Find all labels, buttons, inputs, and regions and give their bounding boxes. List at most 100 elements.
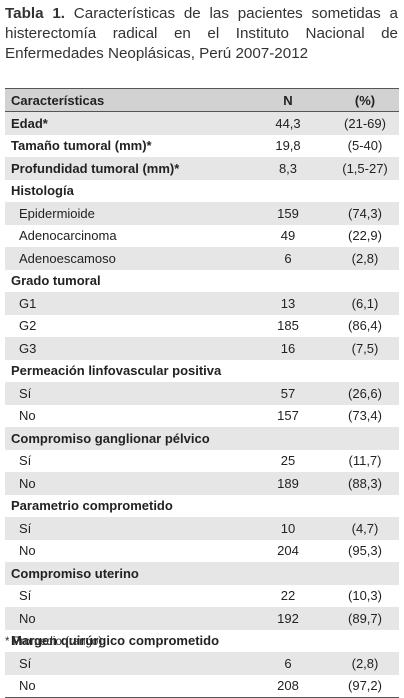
table-cell: Parametrio comprometido: [11, 498, 173, 514]
table-cell: [331, 427, 399, 450]
table-cell: 6: [245, 652, 331, 675]
table-cell: Compromiso uterino: [5, 562, 245, 585]
table-row: Sí 57 (26,6): [5, 382, 399, 405]
table-cell: Compromiso ganglionar pélvico: [5, 427, 245, 450]
table-cell: [331, 630, 399, 653]
table-cell: [245, 270, 331, 293]
table-row: Compromiso ganglionar pélvico: [5, 427, 399, 450]
header-cell: N: [245, 88, 331, 112]
table-cell: 16: [245, 337, 331, 360]
table-row: Adenoescamoso 6 (2,8): [5, 247, 399, 270]
table-cell: [331, 270, 399, 293]
table-cell: 13: [245, 292, 331, 315]
table-cell: Tamaño tumoral (mm)*: [11, 138, 152, 154]
table-cell: Sí: [5, 382, 245, 405]
table-cell: 6: [245, 247, 331, 270]
table-cell: [245, 562, 331, 585]
table-cell: Permeación linfovascular positiva: [11, 363, 222, 379]
table-cell: (1,5-27): [331, 157, 399, 180]
table-cell: (4,7): [331, 517, 399, 540]
table-cell: 185: [277, 318, 299, 334]
table-cell: 159: [245, 202, 331, 225]
header-cell: (%): [331, 88, 399, 112]
header-cell: Características: [5, 88, 245, 112]
table-cell: 8,3: [245, 157, 331, 180]
table-cell: [245, 495, 331, 518]
table: Características N (%) Edad* 44,3 (21-69) Ta…: [5, 88, 399, 698]
table-cell: G1: [5, 292, 245, 315]
table-cell: [245, 360, 331, 383]
table-row: Epidermioide 159 (74,3): [5, 202, 399, 225]
table-cell: (89,7): [331, 607, 399, 630]
table-cell: 25: [280, 453, 296, 469]
table-cell: G2: [19, 318, 37, 334]
table-cell: No: [5, 674, 245, 698]
caption: Tabla 1. Características de las paciente…: [5, 4, 398, 64]
table-cell: (26,6): [331, 382, 399, 405]
table-row: G3 16 (7,5): [5, 337, 399, 360]
table-row: Sí 6 (2,8): [5, 652, 399, 675]
table-row: Edad* 44,3 (21-69): [5, 111, 399, 135]
table-row: Margen quirúrgico comprometido: [5, 630, 399, 653]
table-cell: [331, 180, 399, 203]
table-cell: 44,3: [245, 111, 331, 135]
table-cell: Adenoescamoso: [5, 247, 245, 270]
table-cell: 19,8: [275, 138, 301, 154]
table-row: Profundidad tumoral (mm)* 8,3 (1,5-27): [5, 157, 399, 180]
table-cell: (21-69): [331, 111, 399, 135]
table-cell: 57: [245, 382, 331, 405]
table-cell: (5-40): [347, 138, 383, 154]
table-row: Sí 10 (4,7): [5, 517, 399, 540]
table-cell: G3: [5, 337, 245, 360]
table-cell: (86,4): [348, 318, 382, 334]
table-cell: [245, 427, 331, 450]
table-cell: 49: [280, 228, 296, 244]
table-row: Sí 25 (11,7): [5, 450, 399, 473]
table-cell: 208: [245, 674, 331, 698]
table-row: Permeación linfovascular positiva: [5, 360, 399, 383]
table-cell: (73,4): [348, 408, 382, 424]
table-cell: 10: [245, 517, 331, 540]
table-cell: [331, 562, 399, 585]
table-cell: (2,8): [331, 652, 399, 675]
table-cell: [245, 180, 331, 203]
table-cell: Edad*: [5, 111, 245, 135]
table-cell: Sí: [5, 652, 245, 675]
table-cell: Sí: [5, 517, 245, 540]
table-cell: (74,3): [331, 202, 399, 225]
table-row: No 192 (89,7): [5, 607, 399, 630]
footnote: * Promedio (rango): [5, 636, 103, 648]
table-cell: 157: [277, 408, 299, 424]
table-cell: No: [19, 408, 36, 424]
table-cell: [331, 360, 399, 383]
table-row: Tamaño tumoral (mm)* 19,8 (5-40): [5, 135, 399, 158]
table-row: Histología: [5, 180, 399, 203]
table-cell: (22,9): [348, 228, 382, 244]
table-cell: Adenocarcinoma: [19, 228, 117, 244]
table-cell: (97,2): [331, 674, 399, 698]
table-row: G1 13 (6,1): [5, 292, 399, 315]
table-row: Parametrio comprometido: [5, 495, 399, 518]
table-cell: (88,3): [331, 472, 399, 495]
table-cell: (95,3): [348, 543, 382, 559]
table-cell: No: [19, 543, 36, 559]
table-cell: (7,5): [331, 337, 399, 360]
caption-label: Tabla 1.: [5, 5, 65, 22]
table-row: No 208 (97,2): [5, 674, 399, 698]
table-cell: [331, 495, 399, 518]
table-cell: No: [5, 607, 245, 630]
table-cell: No: [5, 472, 245, 495]
page: {"caption": {"label": "Tabla 1.", "text"…: [5, 4, 399, 698]
table-row: No 189 (88,3): [5, 472, 399, 495]
table-cell: 22: [280, 588, 296, 604]
table-cell: Epidermioide: [5, 202, 245, 225]
table-row: G2 185 (86,4): [5, 315, 399, 338]
table-row: Grado tumoral: [5, 270, 399, 293]
table-cell: Histología: [11, 183, 74, 199]
table-row: Sí 22 (10,3): [5, 585, 399, 608]
table-cell: (2,8): [331, 247, 399, 270]
table-row: Compromiso uterino: [5, 562, 399, 585]
table-cell: 204: [277, 543, 299, 559]
table-row: No 204 (95,3): [5, 540, 399, 563]
table-cell: 192: [245, 607, 331, 630]
